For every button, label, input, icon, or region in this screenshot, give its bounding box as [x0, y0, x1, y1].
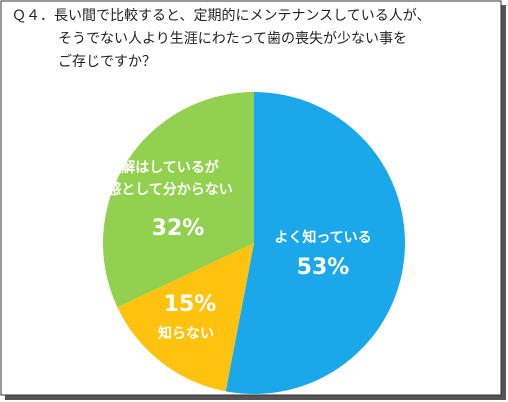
category-label: 知らない — [158, 325, 214, 342]
category-label: 実感として分からない — [93, 181, 233, 198]
title-line: Ｑ４．長い間で比較すると、定期的にメンテナンスしている人が、 — [12, 8, 430, 24]
title-line: ご存じですか？ — [58, 54, 156, 70]
category-label: 理解はしているが — [107, 159, 220, 176]
pie-slice — [225, 91, 406, 394]
pie-slice — [102, 92, 254, 308]
value-label: 32% — [152, 216, 205, 241]
category-label: よく知っている — [274, 229, 371, 246]
title-line: そうでない人より生涯にわたって歯の喪失が少ない事を — [58, 31, 407, 47]
value-label: 15% — [164, 292, 217, 317]
value-label: 53% — [297, 255, 350, 280]
pie-slice — [117, 243, 254, 392]
